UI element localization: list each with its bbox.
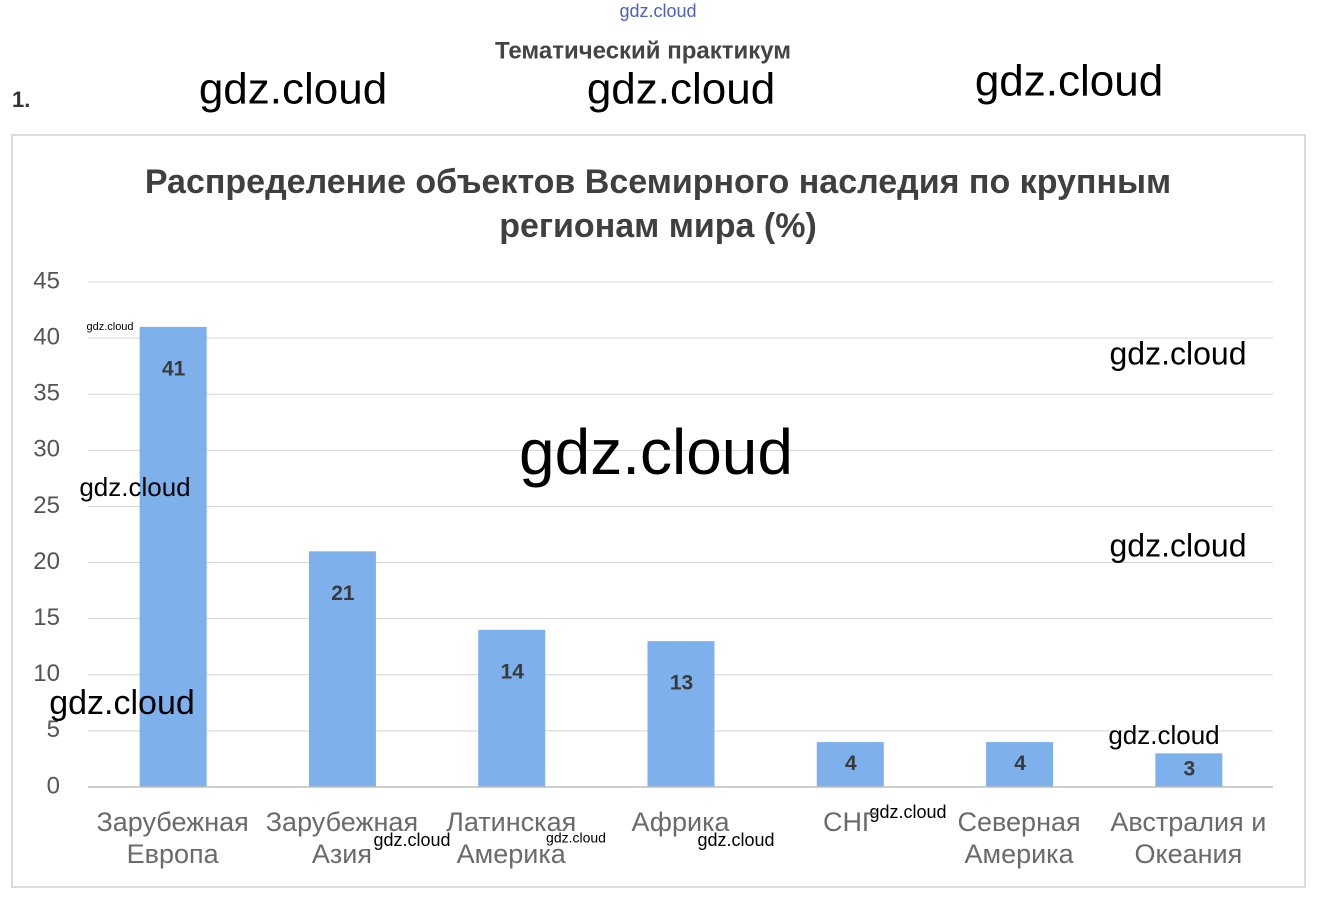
watermark: gdz.cloud — [619, 1, 696, 21]
watermark: gdz.cloud — [546, 830, 606, 846]
watermark: gdz.cloud — [79, 472, 190, 502]
watermark: gdz.cloud — [975, 57, 1163, 106]
y-tick-label: 25 — [33, 492, 60, 519]
bar — [986, 742, 1054, 787]
y-tick-label: 0 — [47, 772, 60, 799]
value-label: 14 — [501, 660, 525, 683]
watermark: gdz.cloud — [519, 416, 793, 488]
watermark: gdz.cloud — [49, 684, 195, 722]
watermark: gdz.cloud — [373, 830, 450, 850]
watermark: gdz.cloud — [1108, 720, 1219, 750]
watermark: gdz.cloud — [869, 802, 946, 822]
y-tick-label: 30 — [33, 436, 60, 463]
y-tick-label: 35 — [33, 380, 60, 407]
y-tick-label: 40 — [33, 323, 60, 350]
bar — [308, 551, 376, 787]
value-label: 13 — [670, 672, 693, 695]
value-label: 41 — [162, 357, 186, 380]
x-tick-label: Зарубежная Азия — [265, 807, 419, 869]
x-tick-label: Зарубежная Европа — [96, 807, 249, 869]
watermark: gdz.cloud — [1110, 527, 1247, 563]
y-tick-label: 20 — [33, 548, 60, 575]
x-tick-label: Австралия и Океания — [1110, 807, 1267, 869]
bar — [478, 629, 546, 787]
x-tick-label: СНГ — [822, 807, 877, 837]
watermark: gdz.cloud — [86, 321, 133, 333]
section-title: Тематический практикум — [495, 37, 791, 64]
value-label: 3 — [1184, 758, 1196, 781]
value-label: 4 — [1014, 752, 1026, 775]
watermark: gdz.cloud — [1110, 335, 1247, 371]
x-tick-label: Латинская Америка — [446, 807, 577, 869]
y-tick-label: 10 — [33, 660, 60, 687]
chart-title: Распределение объектов Всемирного наслед… — [144, 163, 1172, 245]
value-label: 21 — [331, 582, 355, 605]
x-tick-label: Северная Америка — [957, 807, 1081, 869]
y-tick-label: 5 — [47, 716, 60, 743]
bar — [816, 742, 884, 787]
y-tick-label: 45 — [33, 267, 60, 294]
bar — [647, 641, 715, 787]
watermark: gdz.cloud — [697, 830, 774, 850]
chart-frame — [11, 134, 1306, 888]
task-number: 1. — [12, 87, 30, 112]
bar — [1155, 753, 1223, 787]
watermark: gdz.cloud — [199, 65, 387, 114]
x-tick-label: Африка — [631, 807, 730, 837]
y-tick-label: 15 — [33, 604, 60, 631]
bar — [139, 326, 207, 787]
watermark: gdz.cloud — [587, 65, 775, 114]
value-label: 4 — [845, 752, 857, 775]
